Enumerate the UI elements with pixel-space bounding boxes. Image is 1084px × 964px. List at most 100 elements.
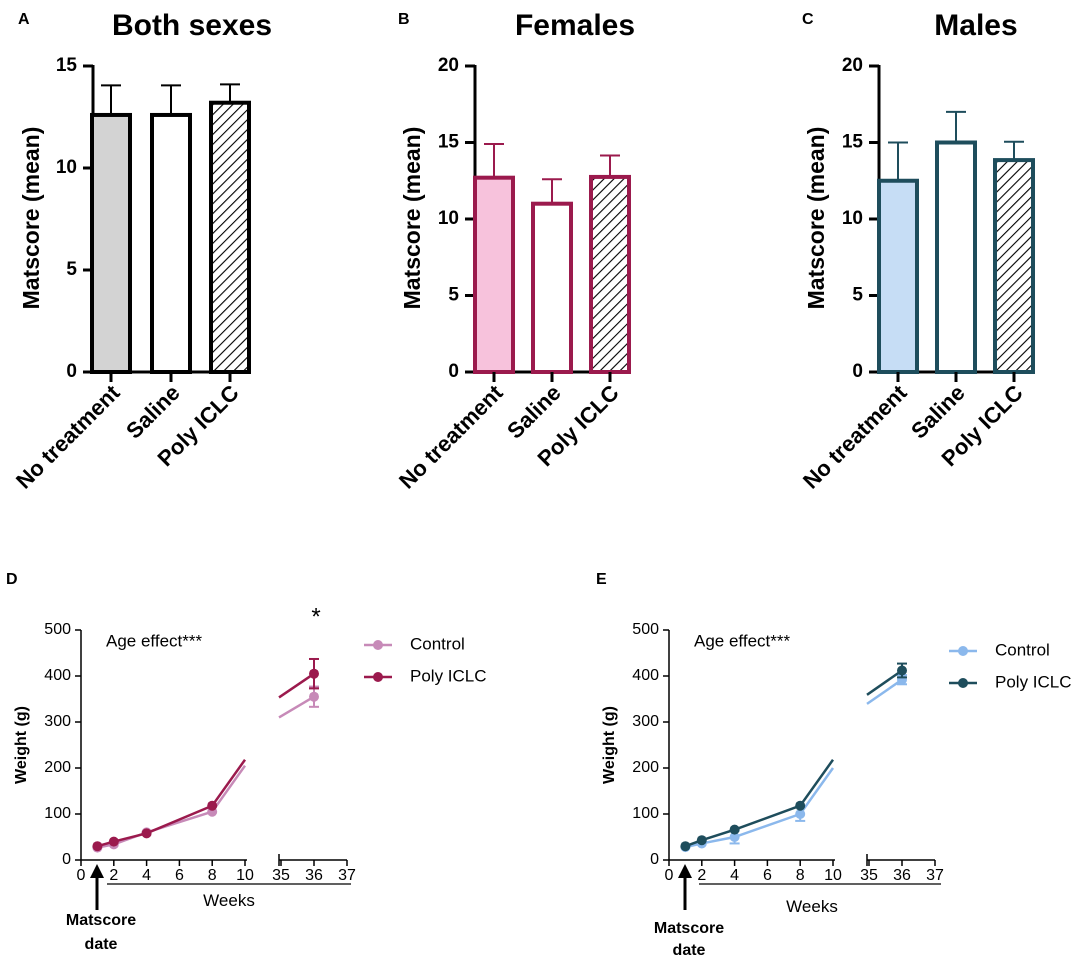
x-tick-label: 10 — [824, 867, 842, 884]
bar — [90, 112, 132, 375]
x-tick-label: 6 — [763, 867, 772, 884]
matscore-date-label: Matscore date — [654, 920, 724, 959]
y-axis-label: Matscore (mean) — [803, 127, 829, 310]
matscore-arrow-head — [678, 864, 692, 878]
y-tick-label: 500 — [44, 621, 71, 638]
bar — [877, 178, 919, 374]
legend-label: Poly ICLC — [995, 672, 1072, 691]
age-effect-annotation: Age effect*** — [694, 631, 790, 650]
data-point — [207, 800, 218, 811]
series-line-right — [278, 695, 315, 719]
line-panel-e: E Weight (g) 0 100 200 300 400 500 0 2 4 6 8 10 35 36 37… — [596, 571, 1072, 959]
legend-label: Control — [410, 634, 465, 653]
x-axis-label: Weeks — [786, 897, 838, 916]
series-line-left — [97, 764, 247, 849]
y-tick-label: 15 — [438, 132, 460, 153]
x-tick-label: 8 — [796, 867, 805, 884]
series-poly-iclc — [92, 657, 319, 852]
matscore-arrow-head — [90, 864, 104, 878]
x-tick-label: 0 — [665, 867, 674, 884]
x-tick-label: 35 — [860, 867, 878, 884]
y-tick-label: 400 — [632, 667, 659, 684]
y-tick-label: 5 — [66, 259, 77, 280]
y-axis-label: Matscore (mean) — [399, 127, 425, 310]
y-tick-label: 10 — [438, 208, 459, 229]
y-tick-label: 100 — [44, 805, 71, 822]
panel-label: E — [596, 571, 607, 588]
line-panel-d: D Weight (g) 0 100 200 300 400 500 0 2 4 6 8 10 35 36 37… — [6, 571, 487, 953]
y-tick-label: 0 — [650, 851, 659, 868]
series-control — [92, 685, 319, 853]
y-tick-label: 400 — [44, 667, 71, 684]
matscore-date-label: Matscore date — [66, 912, 136, 953]
y-tick-label: 15 — [842, 132, 864, 153]
x-tick-label: 35 — [272, 867, 290, 884]
y-tick-label: 100 — [632, 805, 659, 822]
bar — [209, 100, 251, 374]
data-point — [309, 668, 319, 679]
x-tick-label: 4 — [142, 867, 151, 884]
bar — [935, 140, 977, 374]
data-point — [108, 836, 119, 847]
data-point — [729, 824, 740, 835]
y-tick-label: 10 — [56, 157, 77, 178]
x-tick-label: 8 — [208, 867, 217, 884]
data-point — [795, 809, 806, 819]
chart-title: Both sexes — [112, 9, 272, 42]
bar — [473, 175, 515, 374]
y-axis-label: Matscore (mean) — [18, 127, 44, 310]
age-effect-annotation: Age effect*** — [106, 631, 202, 650]
series-line-right — [866, 669, 903, 696]
x-tick-label: 37 — [926, 867, 944, 884]
bar-panel-c: C Males Matscore (mean) 0 5 10 15 20 No treatmen… — [798, 9, 1035, 494]
legend-marker — [373, 640, 383, 650]
y-tick-label: 300 — [632, 713, 659, 730]
data-point — [729, 832, 740, 842]
panel-label: A — [18, 11, 30, 28]
data-point — [696, 835, 707, 846]
x-tick-label: 36 — [305, 867, 323, 884]
x-tick-label: 0 — [77, 867, 86, 884]
bar — [993, 158, 1035, 374]
y-axis-label: Weight (g) — [601, 706, 618, 784]
data-point — [680, 841, 691, 852]
chart-title: Females — [515, 9, 635, 42]
category-label: No treatment — [394, 379, 508, 493]
data-point — [897, 665, 907, 676]
category-label: No treatment — [798, 379, 912, 493]
legend-marker — [373, 672, 383, 682]
y-tick-label: 0 — [852, 361, 863, 382]
y-tick-label: 0 — [62, 851, 71, 868]
y-tick-label: 20 — [438, 55, 459, 76]
y-tick-label: 15 — [56, 55, 78, 76]
x-tick-label: 36 — [893, 867, 911, 884]
x-tick-label: 6 — [175, 867, 184, 884]
x-tick-label: 2 — [697, 867, 706, 884]
series-line-left — [684, 758, 835, 848]
x-axis-label: Weeks — [203, 891, 255, 910]
y-tick-label: 0 — [66, 361, 77, 382]
legend-marker — [958, 678, 968, 688]
series-line-left — [685, 767, 835, 849]
bar — [150, 112, 192, 375]
chart-title: Males — [934, 9, 1017, 42]
data-point — [92, 841, 103, 852]
bar — [589, 174, 631, 374]
y-tick-label: 0 — [448, 361, 459, 382]
y-tick-label: 5 — [852, 285, 863, 306]
panel-label: D — [6, 571, 18, 588]
y-tick-label: 20 — [842, 55, 863, 76]
legend-marker — [958, 646, 968, 656]
panel-label: B — [398, 11, 410, 28]
significance-marker: * — [311, 603, 320, 630]
y-tick-label: 500 — [632, 621, 659, 638]
series-poly-iclc — [680, 662, 907, 852]
series-line-right — [866, 678, 903, 705]
data-point — [141, 828, 152, 839]
x-tick-label: 37 — [338, 867, 356, 884]
y-tick-label: 10 — [842, 208, 863, 229]
bar-panel-a: A Both sexes Matscore (mean) 0 5 10 15 No treat… — [11, 9, 272, 494]
y-tick-label: 5 — [448, 285, 459, 306]
x-tick-label: 10 — [236, 867, 254, 884]
